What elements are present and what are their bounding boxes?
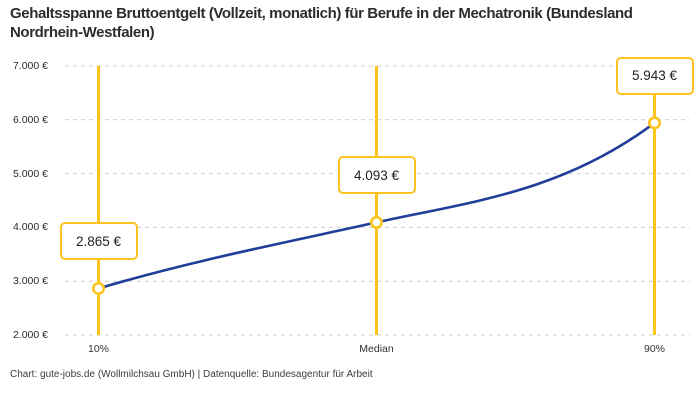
data-point-marker	[92, 281, 106, 295]
y-axis-tick-label: 2.000 €	[12, 329, 48, 341]
x-axis-label: Median	[359, 343, 394, 355]
y-axis-tick-label: 7.000 €	[12, 60, 48, 72]
x-axis-label: 90%	[643, 343, 666, 355]
value-label-box: 4.093 €	[337, 156, 416, 195]
chart-title: Gehaltsspanne Bruttoentgelt (Vollzeit, m…	[10, 5, 633, 41]
y-axis-tick-label: 3.000 €	[12, 275, 48, 288]
data-point-marker	[647, 116, 661, 130]
data-point-marker	[369, 215, 383, 229]
y-axis-tick-label: 4.000 €	[12, 221, 48, 234]
y-axis-tick-label: 5.000 €	[12, 167, 48, 180]
value-label-box: 2.865 €	[59, 222, 138, 261]
chart-footer: Chart: gute-jobs.de (Wollmilchsau GmbH) …	[10, 369, 373, 380]
y-axis-tick-label: 6.000 €	[12, 113, 48, 126]
x-axis-label: 10%	[87, 343, 110, 355]
value-label-box: 5.943 €	[615, 56, 694, 95]
